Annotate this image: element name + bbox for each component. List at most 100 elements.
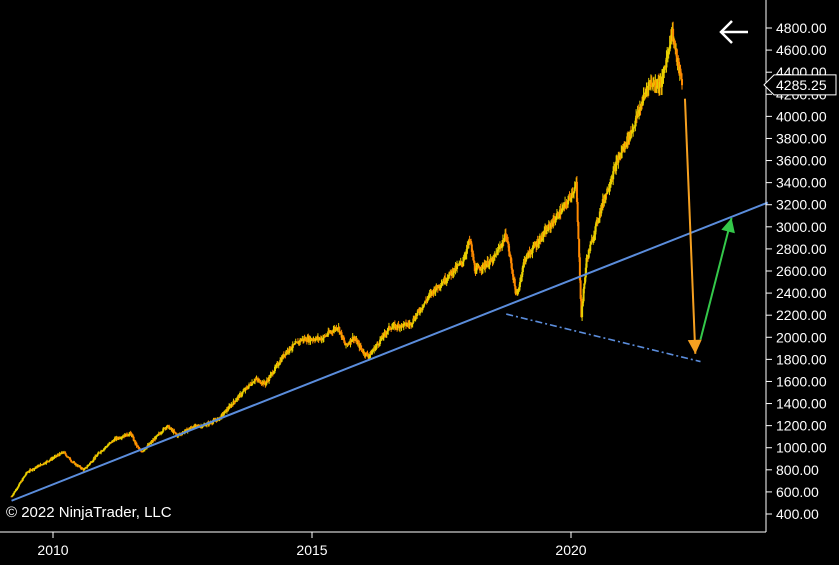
candle-body <box>284 354 287 356</box>
candle-body <box>522 262 525 266</box>
candle-body <box>128 433 131 436</box>
candle-body <box>507 241 510 244</box>
candle-body <box>210 422 213 424</box>
candle-body <box>566 204 569 206</box>
candle-body <box>91 460 94 462</box>
candle-body <box>340 332 343 338</box>
candle-body <box>387 327 390 332</box>
candle-body <box>83 468 86 470</box>
candle-body <box>289 346 292 350</box>
candle-body <box>608 187 611 189</box>
candle-body <box>559 209 562 215</box>
candle-body <box>540 240 543 242</box>
candle-body <box>79 466 82 468</box>
candle-body <box>680 75 683 80</box>
candle-body <box>102 449 105 451</box>
candle-body <box>669 35 672 49</box>
candle-body <box>347 344 350 346</box>
candle-body <box>152 439 155 441</box>
candle-body <box>650 82 653 86</box>
candle-body <box>251 382 254 386</box>
candle-body <box>470 241 473 245</box>
candle-body <box>25 472 28 475</box>
candle-body <box>360 348 363 350</box>
candle-body <box>546 228 549 231</box>
candle-body <box>574 185 577 188</box>
candle-body <box>34 467 37 469</box>
candle-body <box>330 331 333 333</box>
candle-body <box>423 303 426 305</box>
candle-body <box>173 430 176 433</box>
y-tick-label: 1600.00 <box>776 373 827 389</box>
candle-body <box>23 475 26 477</box>
candle-body <box>565 202 568 205</box>
candle-body <box>367 356 370 358</box>
candle-body <box>332 329 335 333</box>
candle-body <box>291 344 294 349</box>
candle-body <box>103 448 106 450</box>
candle-body <box>547 224 550 230</box>
candle-body <box>382 333 385 338</box>
candle-body <box>193 425 196 429</box>
candle-body <box>448 271 451 275</box>
candle-body <box>305 341 308 343</box>
candle-body <box>414 315 417 320</box>
candle-body <box>632 127 635 131</box>
candle-body <box>467 244 470 246</box>
candle-body <box>233 400 236 402</box>
candle-body <box>328 331 331 333</box>
candle-body <box>386 331 389 333</box>
candle-body <box>615 161 618 172</box>
candle-body <box>230 404 233 407</box>
candle-body <box>97 452 100 455</box>
candle-body <box>368 355 371 357</box>
candle-body <box>635 115 638 121</box>
candle-body <box>15 489 17 491</box>
candle-body <box>148 443 151 445</box>
candle-body <box>678 61 681 74</box>
trendline <box>11 201 769 502</box>
candle-body <box>352 336 355 340</box>
candle-body <box>606 188 609 194</box>
candle-body <box>375 345 378 347</box>
candle-body <box>314 338 317 341</box>
candle-body <box>61 451 64 453</box>
candle-body <box>366 353 369 356</box>
candle-body <box>17 484 20 487</box>
candle-body <box>609 183 612 188</box>
candle-body <box>28 471 31 473</box>
candle-body <box>241 392 244 395</box>
candle-body <box>242 391 245 393</box>
candle-body <box>87 464 90 466</box>
candle-body <box>70 460 73 462</box>
candle-body <box>449 271 452 273</box>
candle-body <box>92 458 95 461</box>
candle-body <box>263 381 266 384</box>
x-tick-label: 2015 <box>296 542 327 558</box>
y-tick-label: 2000.00 <box>776 329 827 345</box>
candle-body <box>444 277 447 282</box>
candle-body <box>422 307 424 309</box>
candle-body <box>13 491 16 493</box>
candle-body <box>527 251 530 258</box>
candle-body <box>342 335 345 339</box>
candle-body <box>137 447 140 449</box>
candle-body <box>521 272 524 278</box>
candle-body <box>274 366 277 368</box>
last-price-label: 4285.25 <box>776 77 827 93</box>
candle-body <box>291 348 294 350</box>
candle-body <box>666 53 669 55</box>
candle-body <box>576 201 579 223</box>
candle-body <box>481 263 484 269</box>
candle-body <box>86 466 89 468</box>
candle-body <box>400 323 403 328</box>
candle-body <box>372 350 375 352</box>
back-arrow-icon[interactable] <box>716 14 752 50</box>
candle-body <box>592 235 595 240</box>
candle-body <box>397 324 400 326</box>
candle-body <box>452 272 455 275</box>
candle-body <box>577 222 580 240</box>
up-arrow-shaft <box>699 217 733 340</box>
candle-body <box>538 239 541 244</box>
candle-body <box>572 191 575 193</box>
